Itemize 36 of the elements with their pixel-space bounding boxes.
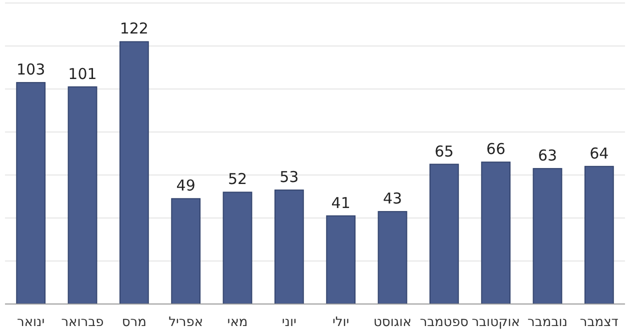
data-label: 65 <box>434 142 454 160</box>
bar <box>16 82 46 304</box>
bar <box>222 192 252 304</box>
x-tick-label: נובמבר <box>528 315 568 330</box>
x-tick-label: דצמבר <box>580 315 618 330</box>
bar <box>429 164 459 304</box>
bar <box>481 162 511 304</box>
x-tick-label: יוני <box>282 315 297 330</box>
x-tick-label: פברואר <box>61 315 104 330</box>
x-tick-label: ינואר <box>16 315 45 330</box>
x-tick-label: מאי <box>227 315 248 330</box>
bar <box>326 215 356 304</box>
x-tick-label: מרס <box>122 315 146 330</box>
x-tick-label: אוגוסט <box>374 315 412 330</box>
x-tick-label: אפריל <box>168 315 204 330</box>
data-label: 103 <box>16 60 46 79</box>
bar <box>171 198 201 304</box>
bar <box>68 86 98 304</box>
data-label: 52 <box>228 170 248 188</box>
data-label: 41 <box>331 194 350 212</box>
data-label: 53 <box>280 168 299 186</box>
bar <box>532 168 562 304</box>
data-label: 63 <box>538 146 558 165</box>
bar <box>584 166 614 304</box>
data-label: 64 <box>590 144 609 162</box>
data-label: 122 <box>120 20 148 38</box>
data-label: 43 <box>382 190 402 208</box>
x-tick-label: אוקטובר <box>472 315 520 330</box>
data-label: 66 <box>486 140 506 158</box>
bar <box>378 211 408 304</box>
bar <box>119 41 149 304</box>
data-label: 101 <box>68 64 97 83</box>
x-tick-label: יולי <box>332 315 350 330</box>
bar <box>274 190 304 304</box>
data-label: 49 <box>176 176 196 195</box>
x-tick-label: ספטמבר <box>420 315 469 330</box>
